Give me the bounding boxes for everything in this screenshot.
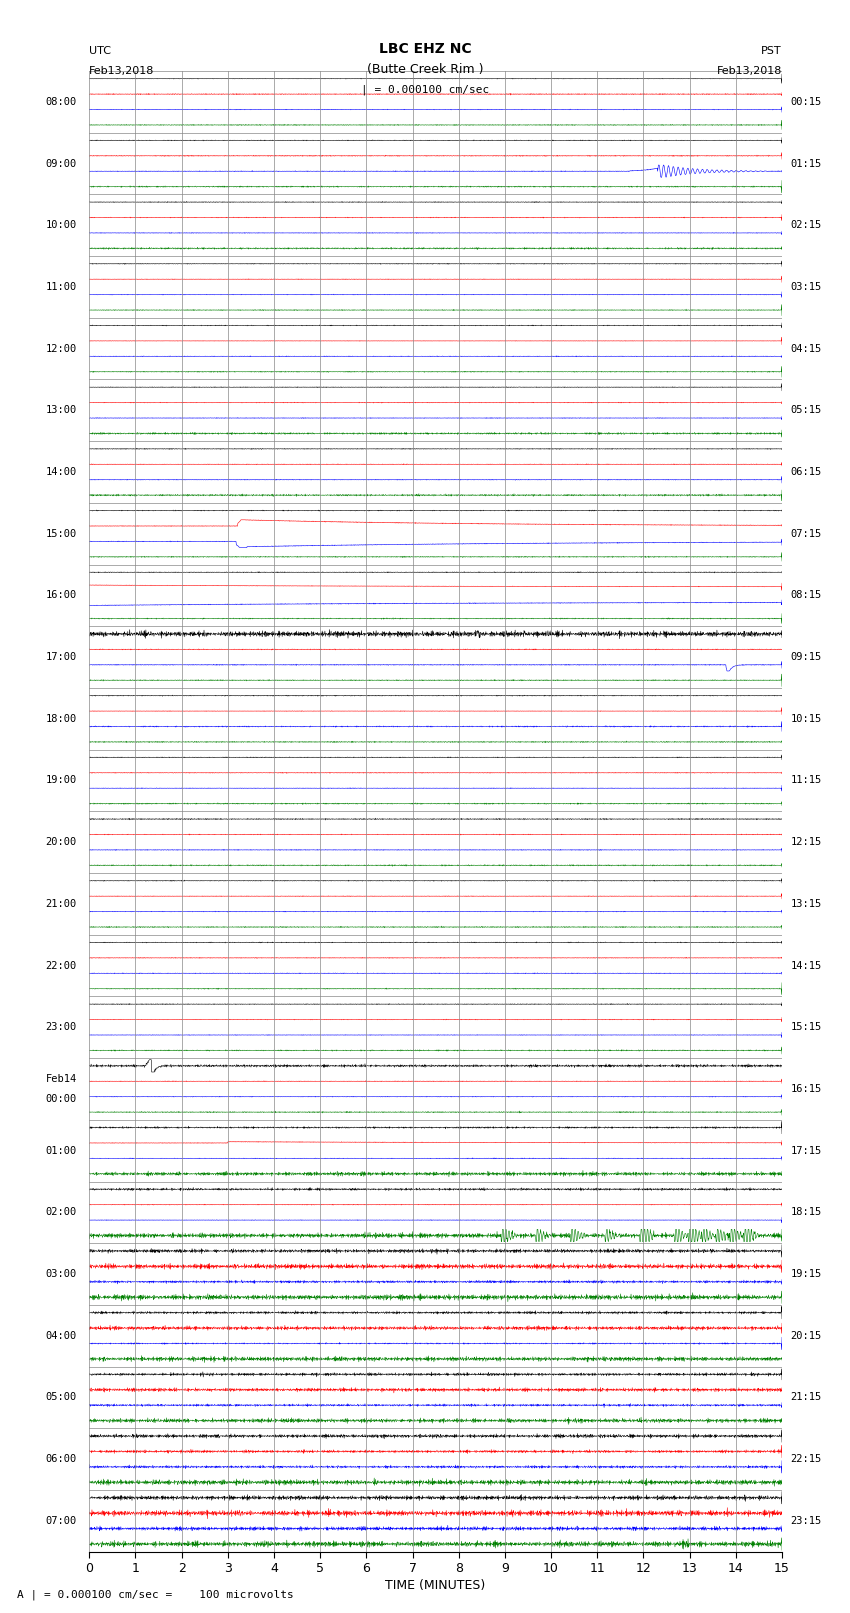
Text: 12:15: 12:15 [790, 837, 822, 847]
Text: 18:15: 18:15 [790, 1208, 822, 1218]
Text: 01:15: 01:15 [790, 158, 822, 168]
Text: 03:15: 03:15 [790, 282, 822, 292]
Text: 02:00: 02:00 [46, 1208, 76, 1218]
Text: 14:15: 14:15 [790, 961, 822, 971]
Text: (Butte Creek Rim ): (Butte Creek Rim ) [366, 63, 484, 76]
Text: 07:15: 07:15 [790, 529, 822, 539]
Text: 02:15: 02:15 [790, 221, 822, 231]
Text: 21:15: 21:15 [790, 1392, 822, 1402]
Text: 16:00: 16:00 [46, 590, 76, 600]
Text: 05:00: 05:00 [46, 1392, 76, 1402]
Text: 10:00: 10:00 [46, 221, 76, 231]
Text: PST: PST [762, 47, 782, 56]
Text: 15:15: 15:15 [790, 1023, 822, 1032]
Text: 16:15: 16:15 [790, 1084, 822, 1094]
Text: 13:15: 13:15 [790, 898, 822, 908]
Text: 19:00: 19:00 [46, 776, 76, 786]
Text: 10:15: 10:15 [790, 715, 822, 724]
Text: 04:00: 04:00 [46, 1331, 76, 1340]
Text: Feb13,2018: Feb13,2018 [89, 66, 155, 76]
Text: 18:00: 18:00 [46, 715, 76, 724]
Text: 23:00: 23:00 [46, 1023, 76, 1032]
Text: 17:00: 17:00 [46, 652, 76, 661]
Text: 09:00: 09:00 [46, 158, 76, 168]
Text: 23:15: 23:15 [790, 1516, 822, 1526]
Text: 11:15: 11:15 [790, 776, 822, 786]
Text: 01:00: 01:00 [46, 1145, 76, 1155]
Text: 00:00: 00:00 [46, 1094, 76, 1105]
Text: Feb13,2018: Feb13,2018 [717, 66, 782, 76]
Text: 04:15: 04:15 [790, 344, 822, 353]
Text: 08:00: 08:00 [46, 97, 76, 106]
X-axis label: TIME (MINUTES): TIME (MINUTES) [386, 1579, 485, 1592]
Text: 19:15: 19:15 [790, 1269, 822, 1279]
Text: | = 0.000100 cm/sec: | = 0.000100 cm/sec [361, 84, 489, 95]
Text: 09:15: 09:15 [790, 652, 822, 661]
Text: 22:15: 22:15 [790, 1455, 822, 1465]
Text: 00:15: 00:15 [790, 97, 822, 106]
Text: UTC: UTC [89, 47, 111, 56]
Text: 12:00: 12:00 [46, 344, 76, 353]
Text: 14:00: 14:00 [46, 468, 76, 477]
Text: 20:00: 20:00 [46, 837, 76, 847]
Text: A | = 0.000100 cm/sec =    100 microvolts: A | = 0.000100 cm/sec = 100 microvolts [17, 1589, 294, 1600]
Text: 06:15: 06:15 [790, 468, 822, 477]
Text: 13:00: 13:00 [46, 405, 76, 415]
Text: 15:00: 15:00 [46, 529, 76, 539]
Text: 21:00: 21:00 [46, 898, 76, 908]
Text: 08:15: 08:15 [790, 590, 822, 600]
Text: LBC EHZ NC: LBC EHZ NC [379, 42, 471, 56]
Text: 03:00: 03:00 [46, 1269, 76, 1279]
Text: 22:00: 22:00 [46, 961, 76, 971]
Text: 17:15: 17:15 [790, 1145, 822, 1155]
Text: Feb14: Feb14 [46, 1074, 76, 1084]
Text: 20:15: 20:15 [790, 1331, 822, 1340]
Text: 11:00: 11:00 [46, 282, 76, 292]
Text: 05:15: 05:15 [790, 405, 822, 415]
Text: 07:00: 07:00 [46, 1516, 76, 1526]
Text: 06:00: 06:00 [46, 1455, 76, 1465]
